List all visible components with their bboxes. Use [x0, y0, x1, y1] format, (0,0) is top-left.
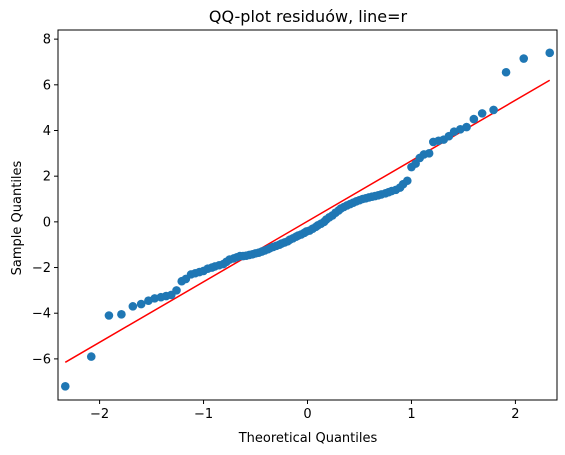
data-point [501, 67, 511, 77]
data-point [104, 311, 114, 320]
data-point [128, 302, 138, 311]
y-tick-label: 0 [43, 215, 51, 230]
data-point [424, 149, 434, 158]
data-point [462, 122, 471, 132]
x-tick-label: 2 [511, 407, 519, 422]
x-tick-label: −1 [194, 407, 213, 422]
data-point [403, 176, 412, 186]
y-tick-label: 8 [43, 33, 51, 48]
x-tick-label: −2 [90, 407, 109, 422]
data-point [86, 352, 96, 361]
data-point [60, 381, 70, 391]
data-point [545, 48, 555, 58]
x-tick-label: 1 [407, 407, 415, 422]
data-point [172, 286, 181, 295]
y-tick-label: 6 [43, 78, 51, 93]
x-tick-label: 0 [303, 407, 311, 422]
data-point [117, 310, 126, 319]
data-point [136, 299, 146, 309]
y-tick-label: −6 [32, 352, 51, 367]
data-point [469, 114, 479, 124]
y-axis-label: Sample Quantiles [10, 160, 25, 275]
y-tick-label: −2 [32, 261, 51, 276]
x-axis-label: Theoretical Quantiles [238, 431, 378, 446]
data-point [489, 105, 498, 115]
y-tick-label: 2 [43, 170, 51, 185]
y-tick-label: 4 [43, 124, 51, 139]
plot-area: −2 −1 0 1 2 −6 −4 −2 0 2 4 6 8 [32, 29, 558, 422]
y-tick-label: −4 [32, 307, 51, 322]
data-point [477, 109, 487, 118]
data-point [519, 54, 529, 63]
chart-title: QQ-plot residuów, line=r [209, 7, 408, 26]
